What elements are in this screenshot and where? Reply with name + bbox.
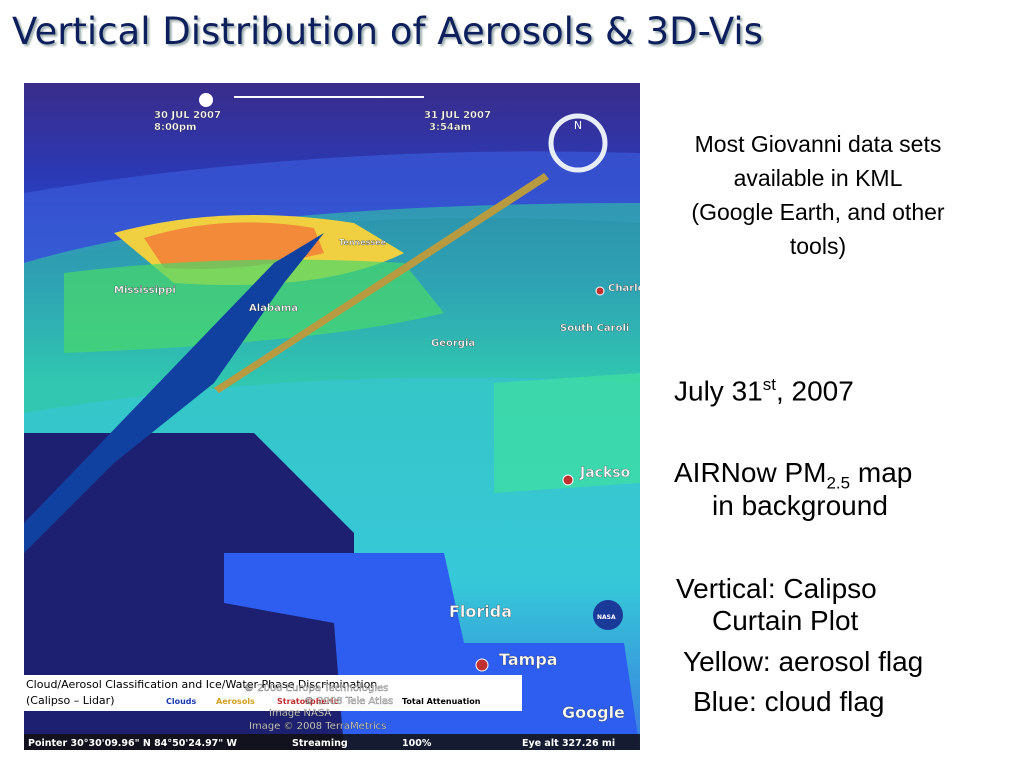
airnow-main: AIRNow PM	[674, 457, 827, 488]
map-band	[494, 373, 640, 493]
airnow-sub: 2.5	[826, 473, 851, 493]
nasa-logo	[593, 600, 623, 630]
city-marker	[562, 474, 574, 486]
time-label: 30 JUL 2007	[154, 110, 221, 121]
date-main: July 31	[674, 375, 763, 407]
city-marker	[595, 286, 605, 296]
cloud-curtain	[24, 233, 324, 553]
legend-subtitle: (Calipso – Lidar)	[26, 694, 114, 707]
google-logo: Google	[562, 703, 625, 722]
ocean	[24, 433, 354, 750]
place-label: Florida	[449, 602, 512, 621]
place-label: Alabama	[249, 303, 298, 314]
svg-text:N: N	[574, 119, 582, 132]
status-pointer: Pointer 30°30'09.96" N 84°50'24.97" W	[28, 738, 238, 749]
yellow-note: Yellow: aerosol flag	[683, 646, 924, 677]
legend-title: Cloud/Aerosol Classification and Ice/Wat…	[26, 678, 377, 691]
status-percent: 100%	[402, 738, 432, 749]
legend-item: Clouds	[166, 697, 197, 706]
airnow-rest: map	[850, 457, 913, 488]
credit: © 2008 Europa Technologies	[244, 683, 388, 694]
map-band	[224, 553, 640, 750]
aerosol-peak	[144, 222, 324, 269]
credit: Image © 2008 TerraMetrics	[249, 721, 386, 732]
legend-item: Stratospheric	[277, 697, 339, 706]
compass	[548, 113, 608, 173]
airnow: AIRNow PM2.5 map	[674, 457, 912, 494]
slide-title: Vertical Distribution of Aerosols & 3D-V…	[12, 10, 763, 53]
place-label: Tampa	[499, 650, 558, 669]
place-label: Tennessee	[339, 238, 387, 247]
vertical-line1: Vertical: Calipso	[676, 573, 877, 604]
status-streaming: Streaming	[292, 738, 348, 749]
time-label: 8:00pm	[154, 122, 196, 133]
blue-note: Blue: cloud flag	[693, 686, 885, 717]
side-note: available in KML	[733, 165, 903, 191]
aerosol-curtain	[214, 173, 549, 393]
credit: © 2008 Tele Atlas	[304, 696, 393, 707]
place-label: Charle	[608, 283, 640, 294]
side-note: tools)	[789, 233, 847, 259]
status-eye: Eye alt 327.26 mi	[522, 738, 615, 749]
place-label: Jackso	[579, 465, 631, 481]
place-label: South Caroli	[560, 323, 629, 334]
legend-item: Total Attenuation	[402, 697, 481, 706]
time-label: 31 JUL 2007	[424, 110, 491, 121]
date-rest: , 2007	[775, 375, 854, 407]
nasa-logo-text: NASA	[597, 614, 616, 621]
vertical-line2: Curtain Plot	[712, 605, 859, 636]
place-label: Mississippi	[114, 285, 176, 296]
time-label: 3:54am	[429, 122, 471, 133]
airnow-line2: in background	[712, 490, 888, 521]
place-label: Georgia	[431, 338, 475, 349]
city-marker	[475, 658, 489, 672]
side-note: Most Giovanni data sets	[694, 131, 942, 157]
date: July 31st, 2007	[674, 375, 854, 407]
side-note: (Google Earth, and other	[691, 199, 945, 225]
date-sup: st	[762, 375, 776, 394]
credit: Image NASA	[269, 708, 331, 719]
legend-box	[24, 675, 522, 711]
clock-icon	[199, 93, 213, 107]
legend-item: Aerosols	[216, 697, 255, 706]
status-bar	[24, 734, 640, 750]
